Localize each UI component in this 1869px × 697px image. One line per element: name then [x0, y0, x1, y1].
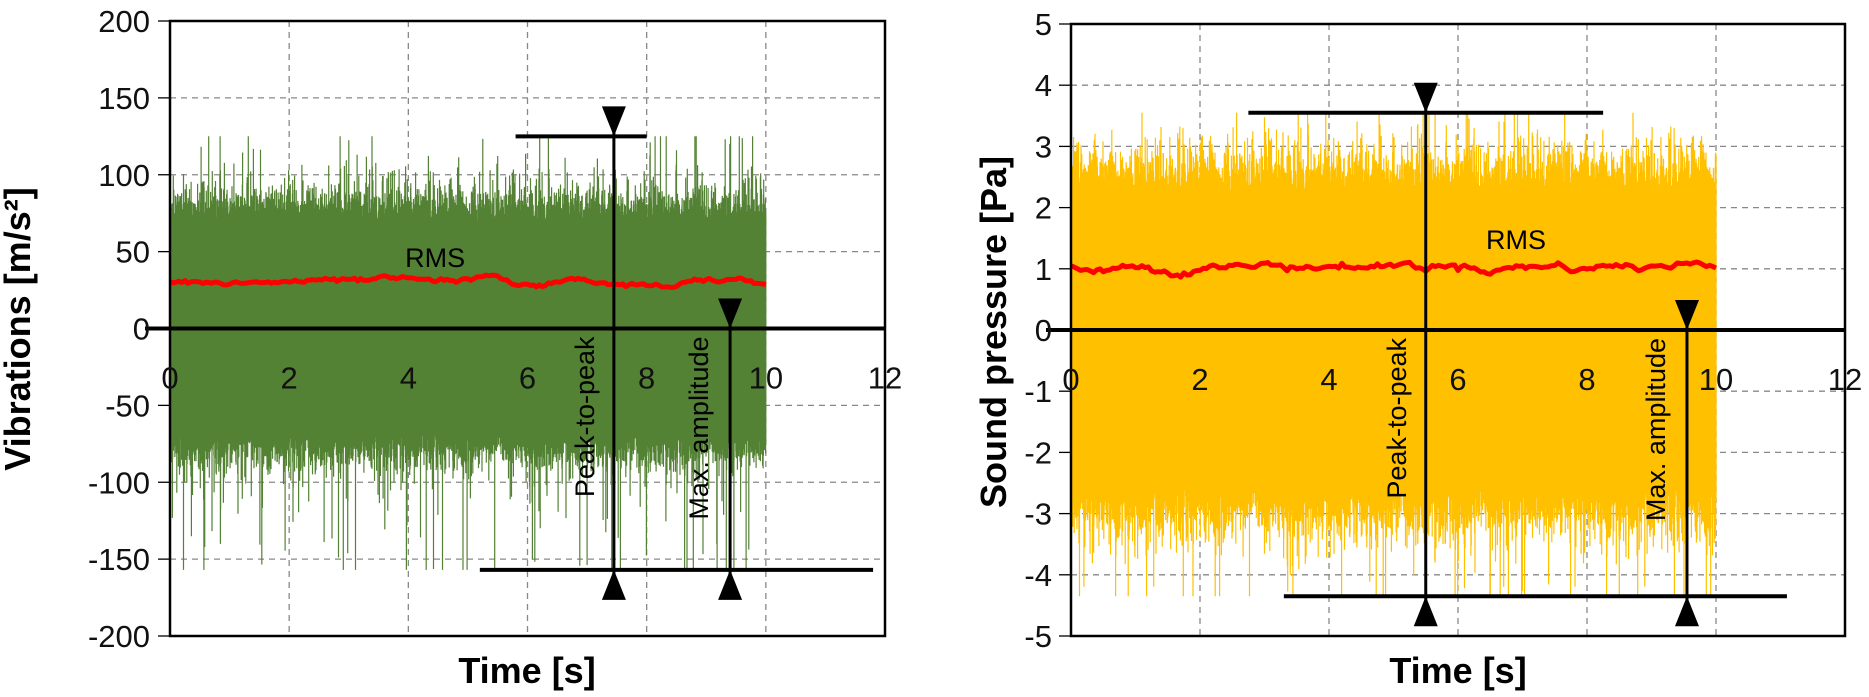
- peak-to-peak-arrow-arrowhead-bottom: [601, 569, 626, 600]
- x-tick-label: 0: [1062, 362, 1079, 397]
- x-tick-label: 6: [519, 361, 536, 396]
- max-amplitude-label: Max. amplitude: [684, 337, 714, 520]
- sound-pressure-chart: Time [s] Sound pressure [Pa] RMS Peak-to…: [973, 7, 1862, 691]
- y-tick-label: 2: [1035, 191, 1052, 226]
- y-tick-label: 3: [1035, 129, 1052, 164]
- signal-line: [169, 136, 767, 570]
- y-tick-label: 5: [1035, 7, 1052, 42]
- y-tick-label: 200: [98, 4, 150, 39]
- y-tick-label: -4: [1024, 558, 1052, 593]
- y-tick-label: 0: [1035, 313, 1052, 348]
- y-tick-label: 100: [98, 158, 150, 193]
- y-tick-label: -100: [88, 465, 150, 500]
- max-amplitude-arrow-arrowhead-bottom: [718, 569, 743, 600]
- vibrations-chart: Time [s] Vibrations [m/s²] RMS Peak-to-p…: [0, 4, 902, 691]
- y-tick-label: 0: [133, 312, 150, 347]
- x-axis-title: Time [s]: [1389, 650, 1526, 691]
- y-tick-label: 1: [1035, 252, 1052, 287]
- y-tick-label: -1: [1024, 374, 1052, 409]
- y-tick-label: 50: [116, 235, 150, 270]
- x-axis-title: Time [s]: [458, 650, 595, 691]
- max-amplitude-arrow-arrowhead-bottom: [1674, 596, 1699, 627]
- max-amplitude-arrow-arrowhead-top: [718, 298, 743, 329]
- y-tick-label: 150: [98, 81, 150, 116]
- x-tick-label: 4: [400, 361, 417, 396]
- x-tick-label: 2: [1191, 362, 1208, 397]
- x-tick-label: 8: [1578, 362, 1595, 397]
- y-tick-label: -150: [88, 542, 150, 577]
- peak-to-peak-label: Peak-to-peak: [570, 336, 600, 497]
- y-tick-label: -5: [1024, 619, 1052, 654]
- x-tick-label: 10: [749, 361, 783, 396]
- max-amplitude-label: Max. amplitude: [1641, 338, 1671, 521]
- x-tick-label: 10: [1699, 362, 1733, 397]
- x-tick-label: 2: [281, 361, 298, 396]
- y-tick-label: -3: [1024, 497, 1052, 532]
- y-tick-label: -2: [1024, 435, 1052, 470]
- peak-to-peak-label: Peak-to-peak: [1382, 338, 1412, 499]
- rms-line: [169, 272, 767, 290]
- x-tick-label: 8: [638, 361, 655, 396]
- rms-label: RMS: [1486, 225, 1546, 255]
- y-tick-label: 4: [1035, 68, 1052, 103]
- y-axis-title: Vibrations [m/s²]: [0, 187, 38, 470]
- peak-to-peak-arrow-arrowhead-top: [601, 106, 626, 137]
- x-tick-label: 12: [868, 361, 902, 396]
- rms-label: RMS: [405, 243, 465, 273]
- peak-to-peak-arrow-arrowhead-top: [1413, 82, 1438, 113]
- x-tick-label: 0: [161, 361, 178, 396]
- y-tick-label: -50: [105, 388, 150, 423]
- rms-line: [1070, 259, 1718, 280]
- x-tick-label: 6: [1449, 362, 1466, 397]
- y-tick-label: -200: [88, 619, 150, 654]
- x-tick-label: 12: [1828, 362, 1862, 397]
- peak-to-peak-arrow-arrowhead-bottom: [1413, 596, 1438, 627]
- max-amplitude-arrow-arrowhead-top: [1674, 300, 1699, 330]
- y-axis-title: Sound pressure [Pa]: [973, 156, 1014, 508]
- x-tick-label: 4: [1320, 362, 1337, 397]
